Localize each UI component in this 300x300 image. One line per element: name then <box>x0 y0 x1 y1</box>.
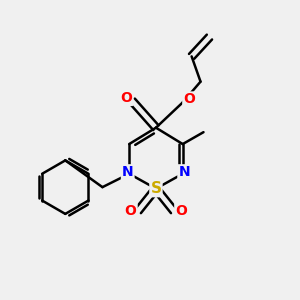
Text: S: S <box>150 181 161 196</box>
Text: N: N <box>178 165 190 179</box>
Text: N: N <box>122 165 134 179</box>
Text: O: O <box>120 91 132 105</box>
Text: O: O <box>183 92 195 106</box>
Text: O: O <box>125 204 136 218</box>
Text: O: O <box>175 204 187 218</box>
